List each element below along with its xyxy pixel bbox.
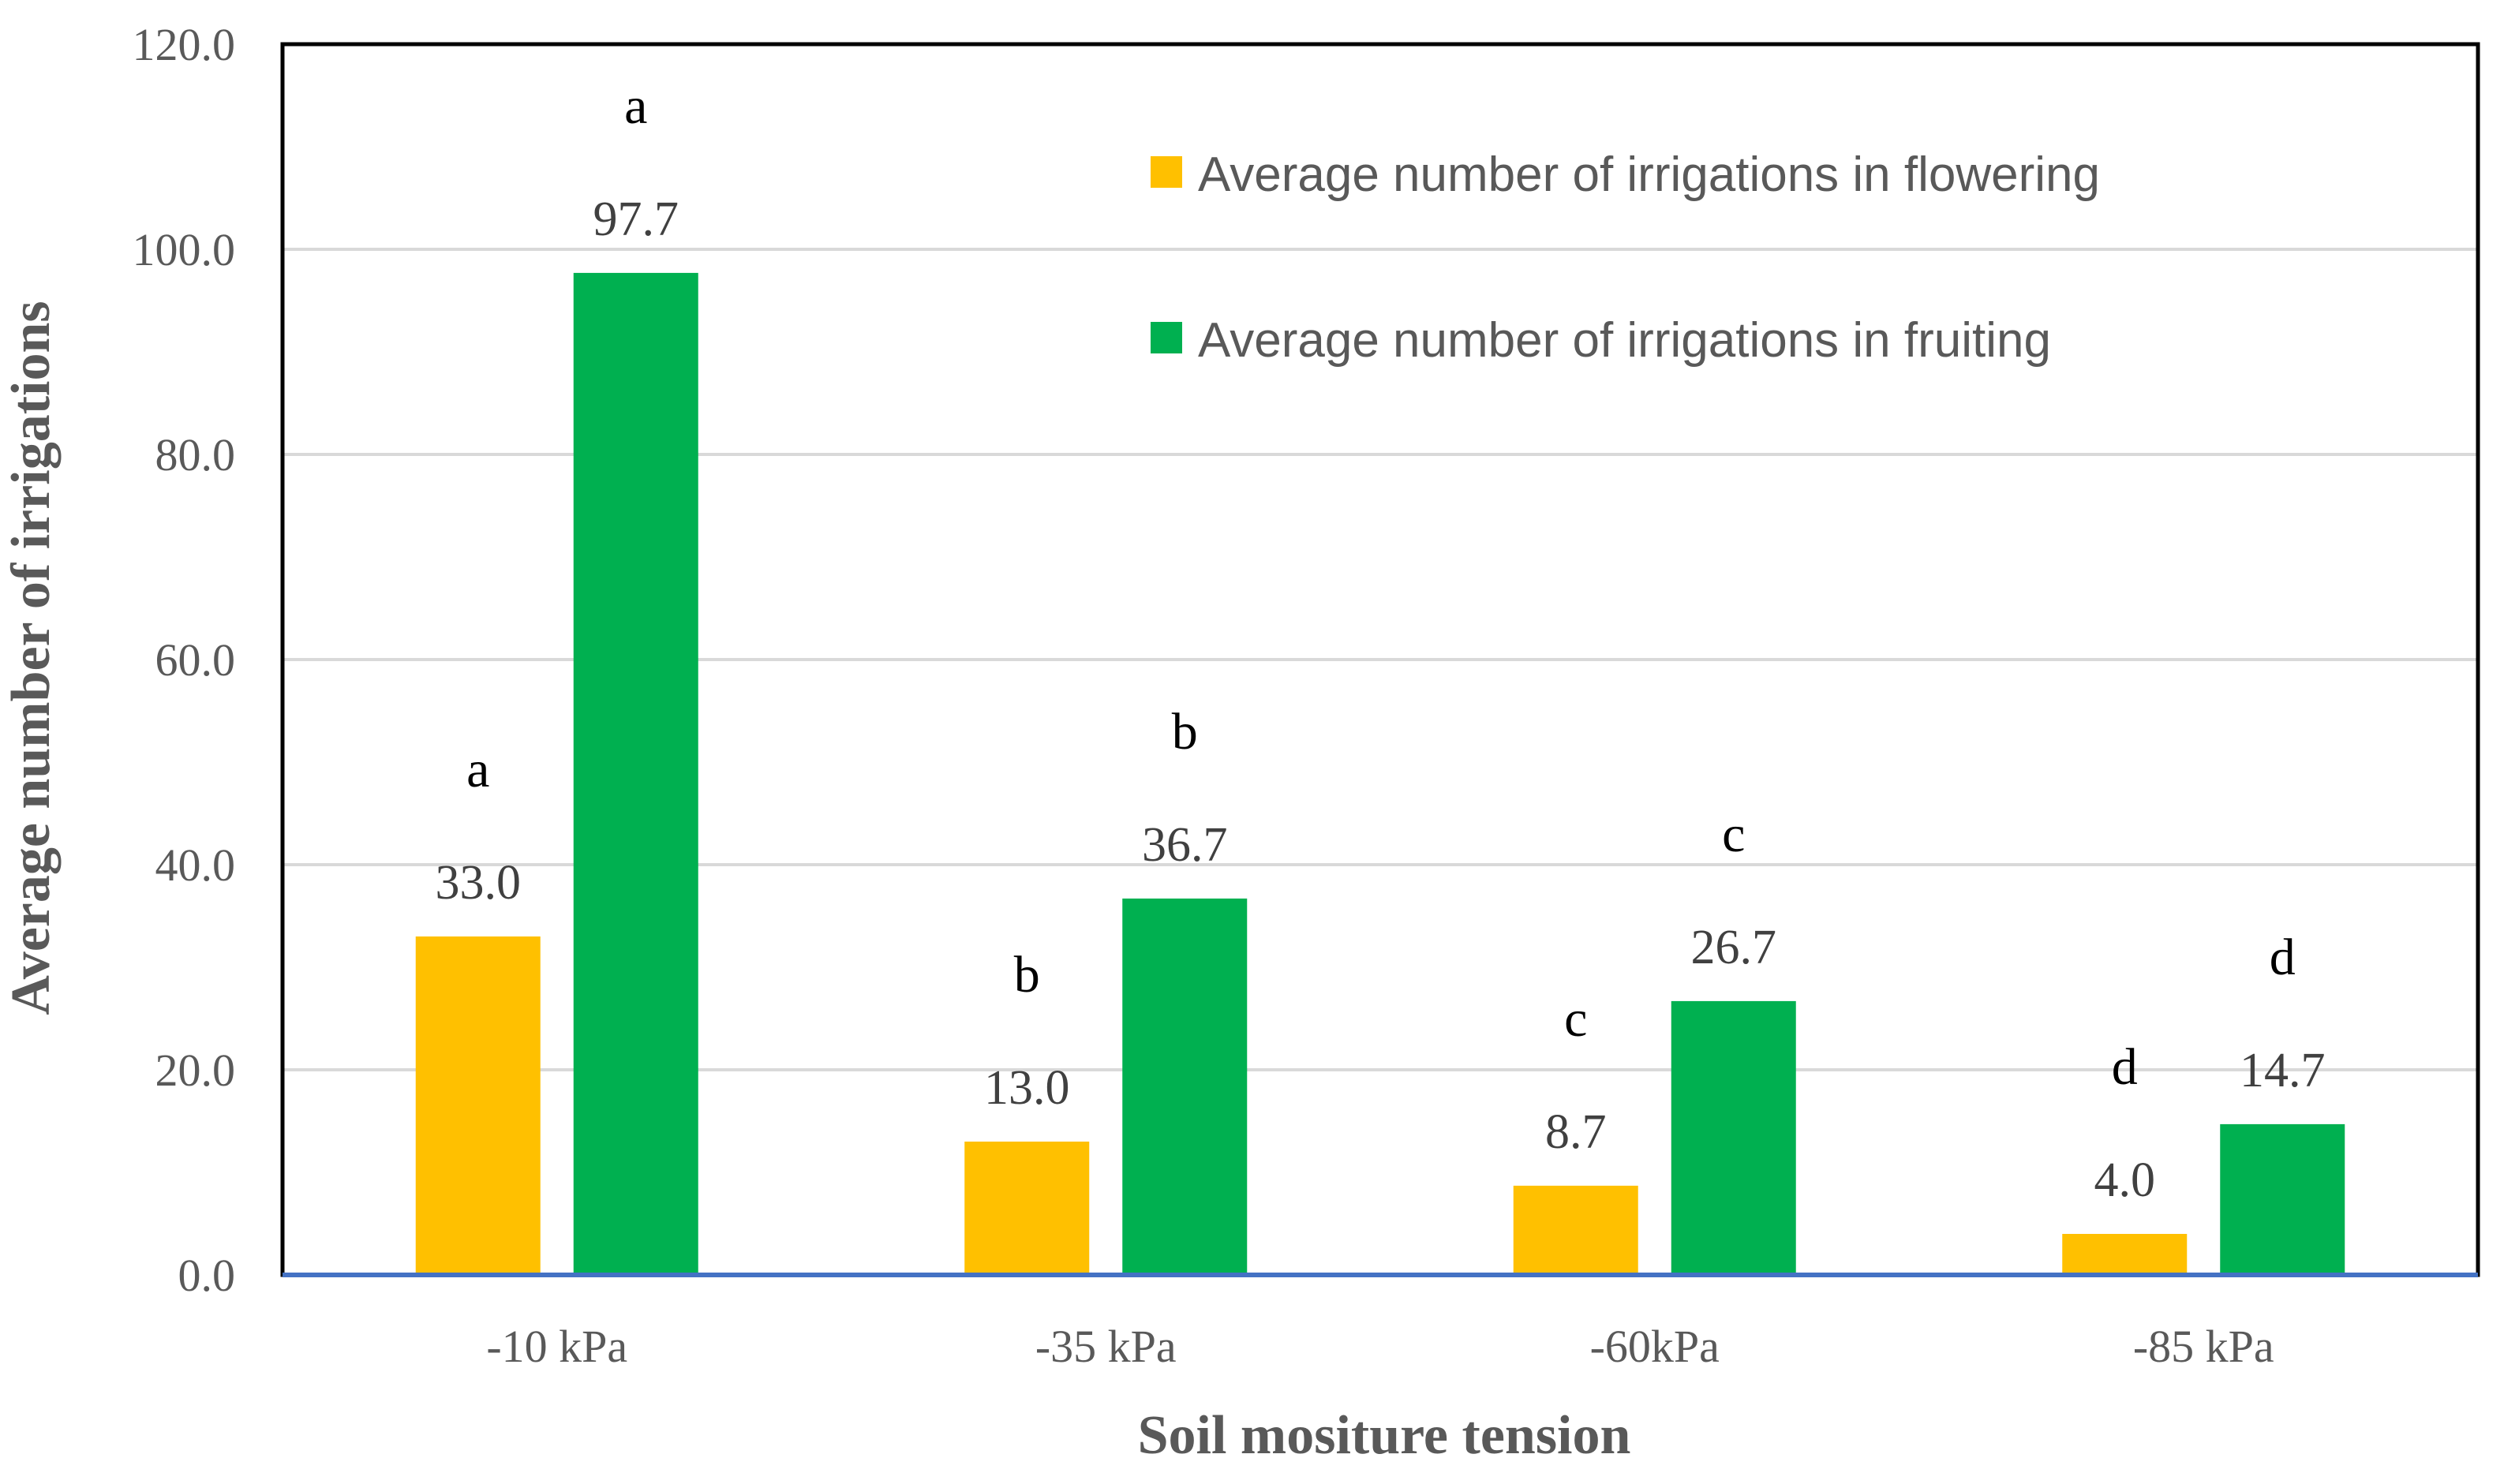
y-tick-label: 100.0 — [133, 224, 236, 275]
y-tick-label: 20.0 — [155, 1045, 236, 1096]
significance-letter: c — [1564, 990, 1587, 1048]
data-label: 14.7 — [2240, 1044, 2326, 1097]
data-label: 4.0 — [2094, 1153, 2156, 1207]
bar-flowering — [415, 936, 541, 1275]
legend-entry-flowering: Average number of irrigations in floweri… — [1198, 148, 2100, 202]
x-tick-label: -10 kPa — [486, 1321, 627, 1372]
legend-swatch-flowering — [1151, 156, 1182, 188]
y-tick-label: 0.0 — [178, 1250, 236, 1301]
x-axis-title: Soil mositure tension — [1138, 1405, 1631, 1466]
data-label: 13.0 — [984, 1061, 1070, 1115]
bar-fruiting — [1122, 898, 1248, 1275]
data-label: 33.0 — [436, 856, 522, 910]
y-tick-label: 80.0 — [155, 429, 236, 480]
data-label: 8.7 — [1545, 1105, 1607, 1159]
bar-flowering — [2062, 1234, 2188, 1275]
bar-flowering — [964, 1142, 1090, 1275]
significance-letter: d — [2270, 929, 2296, 986]
significance-letter: d — [2112, 1038, 2138, 1096]
legend: Average number of irrigations in floweri… — [1151, 148, 2100, 368]
x-tick-label: -85 kPa — [2133, 1321, 2274, 1372]
y-tick-label: 120.0 — [133, 19, 236, 70]
legend-entry-fruiting: Average number of irrigations in fruitin… — [1198, 313, 2051, 368]
x-tick-label: -60kPa — [1590, 1321, 1720, 1372]
bar-fruiting — [573, 272, 698, 1275]
legend-swatch-fruiting — [1151, 322, 1182, 353]
y-axis-title: Average number of irrigations — [1, 301, 62, 1015]
significance-letter: a — [466, 741, 489, 798]
significance-letter: b — [1172, 703, 1198, 761]
x-tick-label: -35 kPa — [1035, 1321, 1177, 1372]
data-label: 26.7 — [1691, 921, 1777, 974]
y-tick-label: 40.0 — [155, 839, 236, 891]
data-label: 97.7 — [593, 193, 679, 246]
bar-fruiting — [2220, 1123, 2345, 1275]
bars — [415, 272, 2345, 1275]
data-labels: 33.0 a 97.7 a 13.0 b 36.7 b 8.7 c 26.7 c 4.0 d 14.7 d — [436, 77, 2326, 1207]
y-tick-label: 60.0 — [155, 634, 236, 686]
significance-letter: b — [1014, 946, 1040, 1004]
data-label: 36.7 — [1142, 818, 1228, 872]
significance-letter: a — [624, 77, 647, 135]
bar-fruiting — [1671, 1000, 1796, 1275]
bar-flowering — [1513, 1185, 1638, 1275]
axes: 0.0 20.0 40.0 60.0 80.0 100.0 120.0 -10 kPa -35 … — [133, 19, 2480, 1372]
significance-letter: c — [1722, 806, 1745, 863]
